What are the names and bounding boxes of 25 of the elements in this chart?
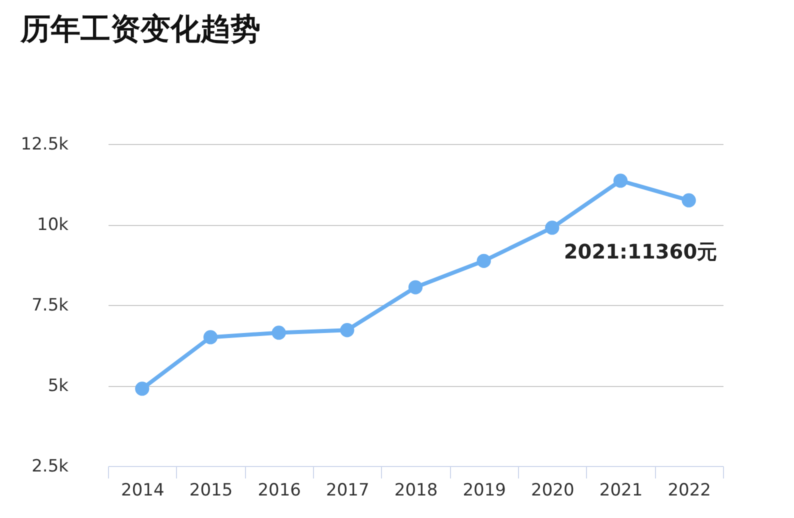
y-tick-label: 5k xyxy=(48,376,69,396)
y-tick-label: 7.5k xyxy=(32,296,69,316)
x-tick-label: 2018 xyxy=(394,480,438,500)
point xyxy=(408,280,423,294)
x-tick-label: 2020 xyxy=(531,480,574,500)
point xyxy=(135,382,150,396)
point xyxy=(340,323,354,338)
y-tick-label: 2.5k xyxy=(32,456,69,476)
x-tick-label: 2021 xyxy=(599,480,643,500)
point xyxy=(476,254,491,268)
point xyxy=(272,326,286,340)
annotation: 2021:11360元 xyxy=(564,240,718,264)
x-tick-label: 2017 xyxy=(326,480,370,500)
x-tick-label: 2014 xyxy=(121,480,164,500)
x-tick-label: 2016 xyxy=(258,480,301,500)
x-tick-label: 2015 xyxy=(189,480,233,500)
x-tick-label: 2019 xyxy=(462,480,506,500)
chart-title: 历年工资变化趋势 xyxy=(19,12,260,47)
point xyxy=(203,330,218,344)
point xyxy=(682,193,696,208)
y-tick-label: 10k xyxy=(37,215,69,235)
point xyxy=(613,174,628,188)
y-tick-label: 12.5k xyxy=(20,134,69,154)
point xyxy=(545,220,560,235)
x-tick-label: 2022 xyxy=(668,480,711,500)
